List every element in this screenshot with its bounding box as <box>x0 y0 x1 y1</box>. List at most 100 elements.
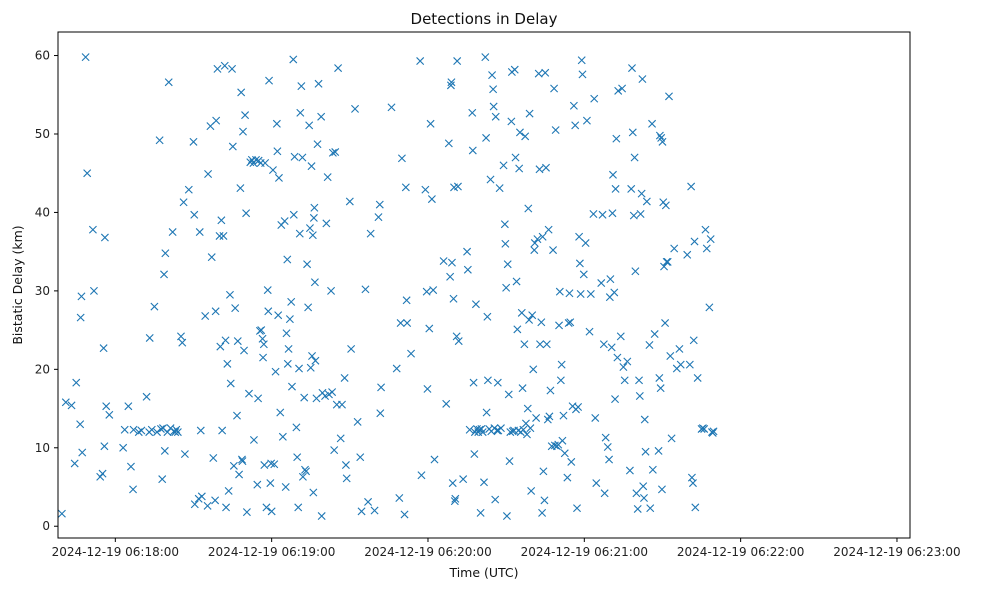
data-point <box>502 283 511 292</box>
data-point <box>99 344 108 353</box>
data-point <box>297 82 306 91</box>
data-point <box>611 395 620 404</box>
data-point <box>574 403 583 411</box>
data-point <box>254 394 263 403</box>
data-point <box>67 401 76 410</box>
data-point <box>640 415 649 424</box>
data-point <box>160 446 169 455</box>
data-point <box>650 330 659 339</box>
data-point <box>244 389 253 398</box>
data-point <box>274 173 283 182</box>
data-point <box>517 308 526 317</box>
data-point <box>317 512 326 521</box>
data-point <box>145 333 154 342</box>
data-point <box>607 343 616 352</box>
data-point <box>483 376 492 385</box>
data-point <box>226 379 235 388</box>
data-point <box>357 507 366 516</box>
data-point <box>503 260 512 269</box>
data-point <box>545 412 554 421</box>
data-point <box>142 392 151 401</box>
data-point <box>569 101 578 110</box>
data-point <box>276 408 285 417</box>
data-point <box>345 197 354 206</box>
data-point <box>283 359 292 368</box>
data-point <box>306 363 315 372</box>
x-tick-label: 2024-12-19 06:21:00 <box>521 545 648 559</box>
data-point <box>124 402 133 411</box>
data-point <box>566 318 575 327</box>
data-point <box>224 486 233 495</box>
data-point <box>635 376 644 385</box>
data-point <box>558 436 567 445</box>
data-point <box>663 257 672 266</box>
data-point <box>376 409 385 418</box>
data-point <box>397 154 406 163</box>
data-point <box>468 108 477 117</box>
data-point <box>628 128 637 137</box>
data-point <box>289 210 298 219</box>
data-point <box>327 286 336 295</box>
data-point <box>667 434 676 443</box>
data-point <box>422 287 431 296</box>
data-point <box>217 216 226 225</box>
data-point <box>540 496 549 505</box>
data-point <box>657 485 666 494</box>
data-point <box>129 485 138 494</box>
data-point <box>249 435 258 444</box>
data-point <box>189 137 198 146</box>
data-point <box>88 225 97 234</box>
data-point <box>706 235 715 244</box>
data-point <box>578 70 587 79</box>
data-point <box>666 352 675 360</box>
data-point <box>465 425 474 434</box>
data-point <box>529 365 538 374</box>
data-point <box>237 88 246 97</box>
data-point <box>660 262 669 271</box>
data-point <box>302 467 311 476</box>
data-point <box>608 209 617 218</box>
data-point <box>172 425 181 434</box>
data-point <box>581 239 590 248</box>
data-point <box>601 433 610 442</box>
data-point <box>407 349 416 358</box>
data-point <box>98 469 107 478</box>
data-point <box>555 287 564 296</box>
data-point <box>575 232 584 241</box>
data-point <box>309 488 318 497</box>
data-point <box>213 64 222 73</box>
data-point <box>307 162 316 171</box>
y-tick-label: 50 <box>35 127 50 141</box>
data-point <box>261 159 270 167</box>
data-point <box>366 229 375 238</box>
y-tick-label: 30 <box>35 284 50 298</box>
data-point <box>611 184 620 193</box>
data-point <box>658 137 667 146</box>
data-point <box>264 307 273 316</box>
data-point <box>72 378 81 387</box>
data-point <box>613 353 622 362</box>
x-tick-label: 2024-12-19 06:22:00 <box>677 545 804 559</box>
data-point <box>605 455 614 464</box>
data-point <box>656 384 665 393</box>
data-point <box>499 161 508 170</box>
data-point <box>606 275 615 284</box>
data-point <box>530 246 539 255</box>
data-point <box>491 112 500 121</box>
data-point <box>630 153 639 162</box>
data-point <box>287 382 296 391</box>
data-point <box>608 170 617 179</box>
data-point <box>654 446 663 455</box>
data-point <box>184 185 193 194</box>
data-point <box>655 373 664 382</box>
data-point <box>597 279 606 288</box>
data-point <box>685 360 694 369</box>
data-point <box>253 480 262 489</box>
data-point <box>524 204 533 213</box>
data-point <box>620 376 629 385</box>
data-point <box>289 55 298 64</box>
data-point <box>470 450 479 459</box>
data-point <box>197 492 206 501</box>
data-point <box>309 213 318 222</box>
data-point <box>260 461 269 470</box>
